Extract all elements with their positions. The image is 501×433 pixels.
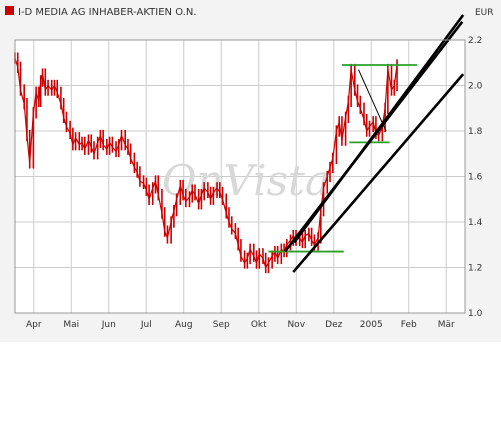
y-tick-label: 2.2 [468, 36, 482, 46]
x-tick-label: Dez [325, 320, 342, 330]
x-tick-label: Apr [26, 320, 42, 330]
x-tick-label: Sep [213, 320, 230, 330]
trend-line [358, 69, 387, 132]
x-tick-label: Mär [438, 320, 455, 330]
y-tick-label: 2.0 [468, 82, 483, 92]
chart-title: I-D MEDIA AG INHABER-AKTIEN O.N. [18, 7, 197, 18]
trend-line [283, 21, 464, 253]
x-tick-label: Jul [140, 320, 152, 330]
x-tick-label: 2005 [360, 320, 383, 330]
trend-line [292, 73, 465, 273]
y-tick-label: 1.4 [468, 218, 483, 228]
trend-annotations [268, 14, 465, 273]
watermark: OnVista [162, 156, 330, 205]
x-tick-label: Jun [101, 320, 116, 330]
x-tick-label: Mai [63, 320, 79, 330]
legend-swatch [5, 6, 14, 15]
y-tick-label: 1.0 [468, 309, 483, 319]
x-tick-label: Feb [401, 320, 417, 330]
x-tick-label: Nov [287, 320, 305, 330]
y-tick-label: 1.2 [468, 264, 482, 274]
plot-frame [14, 39, 466, 314]
x-tick-label: Aug [175, 320, 193, 330]
x-tick-label: Okt [251, 320, 267, 330]
y-axis-labels: 2.2 2.0 1.8 1.6 1.4 1.2 1.0 [468, 36, 483, 319]
y-tick-label: 1.6 [468, 173, 483, 183]
x-axis-labels: Apr Mai Jun Jul Aug Sep Okt Nov Dez 2005 Feb Mär [26, 320, 455, 330]
y-axis-unit: EUR [475, 8, 494, 18]
y-tick-label: 1.8 [468, 127, 483, 137]
